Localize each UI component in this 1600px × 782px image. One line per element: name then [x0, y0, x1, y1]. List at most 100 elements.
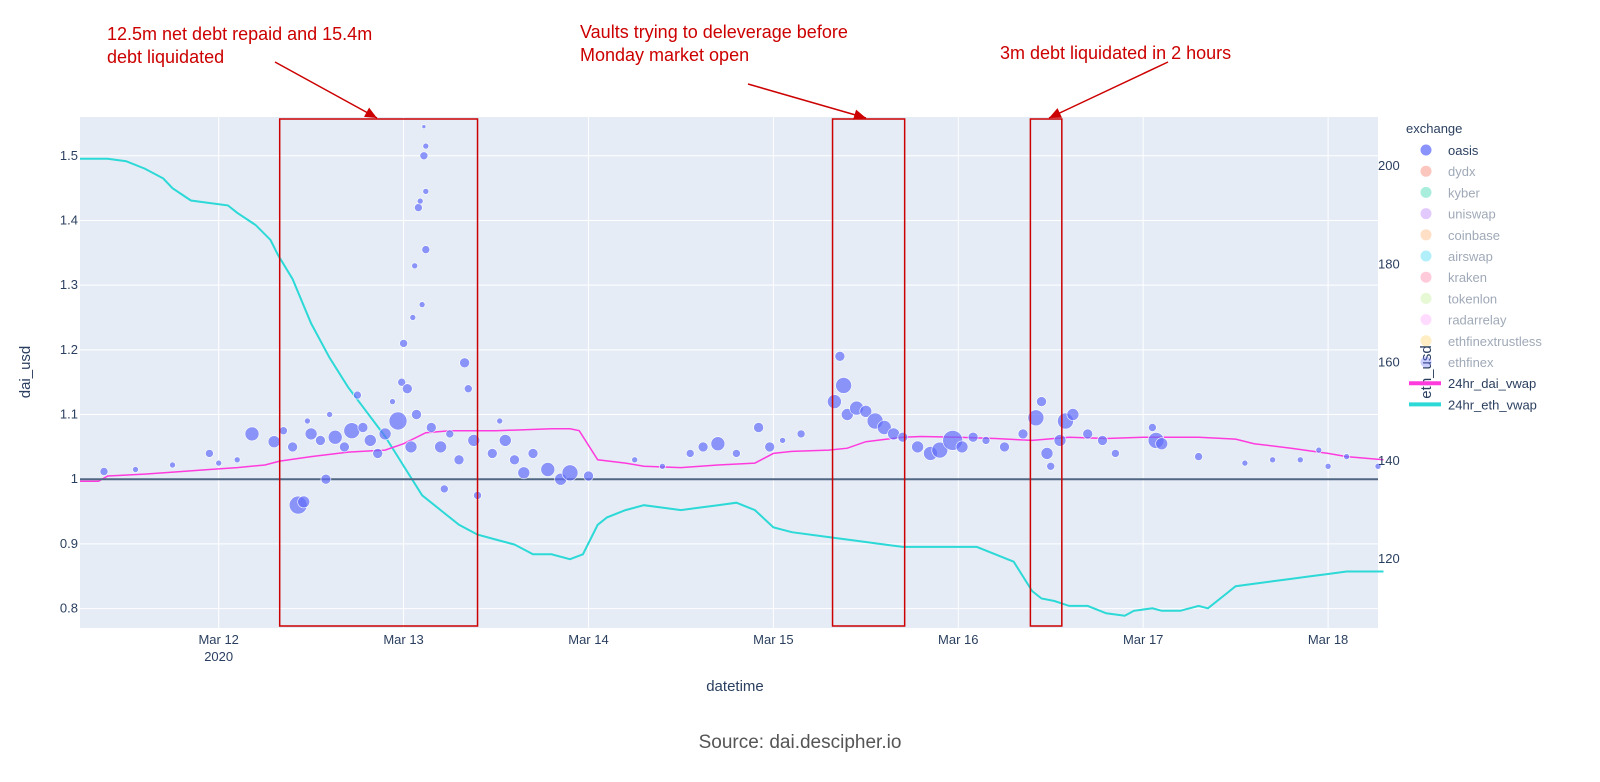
- y-right-tick-label: 160: [1378, 355, 1400, 370]
- oasis-point: [498, 434, 512, 447]
- oasis-point: [343, 422, 361, 440]
- y-right-tick-label: 120: [1378, 551, 1400, 566]
- arrow-head: [364, 107, 377, 118]
- oasis-point: [1046, 461, 1055, 471]
- oasis-point: [631, 456, 639, 464]
- legend-title: exchange: [1406, 121, 1462, 136]
- legend-label: dydx: [1448, 164, 1476, 179]
- arrow-shaft: [274, 61, 378, 119]
- oasis-point: [999, 441, 1010, 453]
- oasis-point: [1343, 453, 1350, 460]
- oasis-point: [389, 398, 396, 405]
- legend-label: kraken: [1448, 270, 1487, 285]
- oasis-point: [419, 151, 429, 161]
- legend-label: 24hr_dai_vwap: [1448, 376, 1536, 391]
- oasis-point: [486, 448, 498, 459]
- legend-label: ethfinextrustless: [1448, 334, 1542, 349]
- legend-label: ethfinex: [1448, 355, 1494, 370]
- annotation-arrows: [274, 61, 1169, 120]
- x-tick-label: Mar 16: [938, 632, 978, 647]
- legend-marker: [1420, 186, 1432, 198]
- oasis-point: [421, 245, 431, 254]
- eth-vwap-line: [80, 157, 1384, 617]
- oasis-point: [463, 384, 473, 394]
- legend-marker: [1420, 292, 1432, 304]
- oasis-point: [1297, 456, 1304, 464]
- oasis-point: [315, 435, 326, 446]
- oasis-point: [583, 470, 594, 482]
- legend-item-radarrelay: radarrelay: [1420, 313, 1507, 328]
- x-tick-label: Mar 12: [198, 632, 238, 647]
- annotation-arrow-2: [747, 83, 867, 120]
- x-tick-label: Mar 13: [383, 632, 423, 647]
- legend-label: kyber: [1448, 185, 1480, 200]
- oasis-point: [1111, 449, 1120, 458]
- oasis-point: [931, 441, 949, 459]
- oasis-point: [327, 429, 343, 445]
- y-right-tick-label: 180: [1378, 256, 1400, 271]
- y-left-tick-label: 1.3: [60, 277, 78, 292]
- oasis-point: [527, 448, 539, 459]
- legend-item-ethfinex: ethfinex: [1420, 355, 1494, 370]
- oasis-point: [859, 404, 873, 418]
- x-axis-ticks: Mar 12 Mar 13 Mar 14 Mar 15 Mar 16 Mar 17 Mar …: [198, 632, 1348, 664]
- x-tick-label: Mar 15: [753, 632, 793, 647]
- legend-marker: [1420, 250, 1432, 262]
- oasis-point: [1194, 452, 1203, 461]
- oasis-point: [418, 301, 426, 308]
- oasis-point: [372, 448, 384, 459]
- oasis-point: [99, 467, 109, 476]
- legend-marker: [1420, 335, 1432, 347]
- legend-item-uniswap: uniswap: [1420, 207, 1496, 222]
- oasis-point: [304, 427, 318, 441]
- annotation-box-1: [278, 118, 479, 627]
- oasis-point: [1027, 409, 1045, 427]
- oasis-point: [205, 449, 214, 458]
- y-left-tick-label: 1.5: [60, 148, 78, 163]
- oasis-point: [244, 426, 260, 442]
- y-right-tick-label: 200: [1378, 158, 1400, 173]
- legend-item-kraken: kraken: [1420, 270, 1487, 285]
- legend-label: 24hr_eth_vwap: [1448, 397, 1537, 412]
- y-axis-left-ticks: 0.8 0.9 1 1.1 1.2 1.3 1.4 1.5: [60, 148, 78, 616]
- arrow-head: [1049, 108, 1062, 118]
- oasis-point: [388, 411, 408, 431]
- oasis-point: [169, 461, 176, 469]
- oasis-point: [279, 426, 288, 436]
- oasis-point: [981, 436, 991, 445]
- y-axis-right-ticks: 120 140 160 180 200: [1378, 158, 1400, 566]
- oasis-point: [267, 435, 281, 449]
- y-left-tick-label: 1: [71, 471, 78, 486]
- legend-marker: [1420, 229, 1432, 241]
- legend-marker: [1420, 314, 1432, 326]
- oasis-point: [834, 350, 846, 362]
- oasis-point: [411, 262, 419, 270]
- annotation-arrow-1: [274, 61, 378, 119]
- oasis-point: [955, 440, 969, 454]
- oasis-point: [732, 449, 741, 458]
- x-tick-year: 2020: [204, 649, 233, 664]
- oasis-point: [425, 422, 437, 433]
- legend-item-24hr_eth_vwap: 24hr_eth_vwap: [1409, 397, 1537, 412]
- oasis-point: [439, 484, 449, 494]
- legend-item-ethfinextrustless: ethfinextrustless: [1420, 334, 1542, 349]
- oasis-point: [378, 427, 392, 441]
- oasis-point: [827, 394, 842, 409]
- oasis-point: [697, 441, 709, 453]
- eth-vwap-series: [80, 157, 1384, 617]
- oasis-point: [404, 440, 418, 454]
- oasis-point: [876, 420, 892, 435]
- oasis-point: [1036, 396, 1047, 407]
- oasis-point: [1374, 462, 1382, 470]
- legend-marker: [1420, 208, 1432, 220]
- oasis-point: [320, 473, 332, 485]
- oasis-point: [401, 383, 413, 395]
- y-left-tick-label: 1.2: [60, 342, 78, 357]
- oasis-point: [1066, 408, 1080, 421]
- oasis-point: [779, 437, 786, 444]
- oasis-point: [517, 466, 531, 480]
- oasis-point: [233, 456, 241, 464]
- arrow-head: [853, 109, 866, 120]
- oasis-point: [1040, 447, 1054, 460]
- oasis-point: [422, 188, 430, 195]
